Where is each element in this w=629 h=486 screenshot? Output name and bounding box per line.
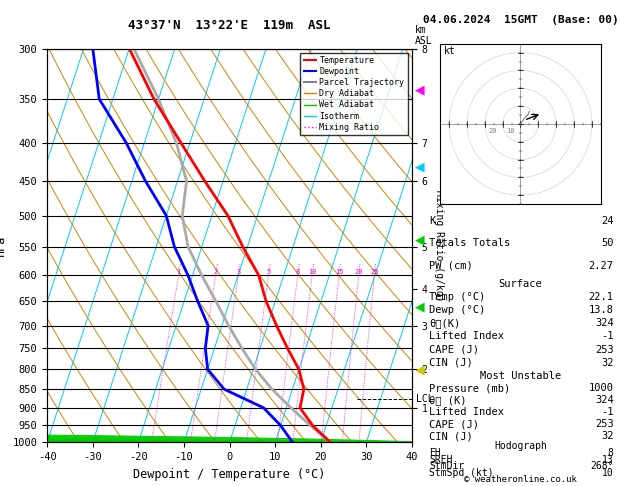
Text: K: K bbox=[430, 216, 436, 226]
Text: CAPE (J): CAPE (J) bbox=[430, 419, 479, 429]
Text: 50: 50 bbox=[601, 239, 614, 248]
Text: 43°37'N  13°22'E  119m  ASL: 43°37'N 13°22'E 119m ASL bbox=[128, 19, 331, 33]
Text: -1: -1 bbox=[601, 331, 614, 341]
Text: Temp (°C): Temp (°C) bbox=[430, 292, 486, 302]
Text: θᴇ(K): θᴇ(K) bbox=[430, 318, 460, 328]
Text: 15: 15 bbox=[335, 269, 343, 275]
Text: CIN (J): CIN (J) bbox=[430, 358, 473, 368]
Text: LCL: LCL bbox=[416, 394, 433, 403]
Text: © weatheronline.co.uk: © weatheronline.co.uk bbox=[464, 474, 577, 484]
Text: 268°: 268° bbox=[590, 461, 614, 471]
Text: StmDir: StmDir bbox=[430, 461, 465, 471]
Text: 2: 2 bbox=[213, 269, 218, 275]
Text: 22.1: 22.1 bbox=[589, 292, 614, 302]
Text: 24: 24 bbox=[601, 216, 614, 226]
Text: ◀: ◀ bbox=[415, 233, 425, 246]
Text: ◀: ◀ bbox=[415, 363, 425, 376]
Text: Lifted Index: Lifted Index bbox=[430, 331, 504, 341]
Text: -1: -1 bbox=[601, 407, 614, 417]
Text: 32: 32 bbox=[601, 431, 614, 441]
Text: Lifted Index: Lifted Index bbox=[430, 407, 504, 417]
Y-axis label: hPa: hPa bbox=[0, 235, 7, 256]
Text: 10: 10 bbox=[602, 468, 614, 478]
Text: Pressure (mb): Pressure (mb) bbox=[430, 383, 511, 393]
Text: CIN (J): CIN (J) bbox=[430, 431, 473, 441]
Text: 13.8: 13.8 bbox=[589, 305, 614, 315]
Text: 1: 1 bbox=[177, 269, 181, 275]
Text: Surface: Surface bbox=[499, 278, 542, 289]
Text: 20: 20 bbox=[355, 269, 363, 275]
Text: kt: kt bbox=[444, 47, 455, 56]
Text: ◀: ◀ bbox=[415, 160, 425, 173]
Text: ◀: ◀ bbox=[415, 300, 425, 313]
Text: Most Unstable: Most Unstable bbox=[480, 371, 561, 382]
Text: 2.27: 2.27 bbox=[589, 261, 614, 271]
Text: EH: EH bbox=[430, 448, 441, 458]
Legend: Temperature, Dewpoint, Parcel Trajectory, Dry Adiabat, Wet Adiabat, Isotherm, Mi: Temperature, Dewpoint, Parcel Trajectory… bbox=[300, 53, 408, 135]
Text: StmSpd (kt): StmSpd (kt) bbox=[430, 468, 494, 478]
Text: 10: 10 bbox=[308, 269, 316, 275]
Text: SREH: SREH bbox=[430, 454, 453, 465]
Text: θᴇ (K): θᴇ (K) bbox=[430, 395, 467, 405]
Text: Dewp (°C): Dewp (°C) bbox=[430, 305, 486, 315]
Text: 32: 32 bbox=[601, 358, 614, 368]
Text: 8: 8 bbox=[296, 269, 300, 275]
Text: 13: 13 bbox=[602, 454, 614, 465]
Text: ◀: ◀ bbox=[415, 84, 425, 96]
Text: 324: 324 bbox=[595, 318, 614, 328]
Text: 20: 20 bbox=[489, 128, 497, 134]
X-axis label: Dewpoint / Temperature (°C): Dewpoint / Temperature (°C) bbox=[133, 468, 326, 481]
Text: Totals Totals: Totals Totals bbox=[430, 239, 511, 248]
Text: Hodograph: Hodograph bbox=[494, 441, 547, 451]
Text: 8: 8 bbox=[608, 448, 614, 458]
Y-axis label: Mixing Ratio (g/kg): Mixing Ratio (g/kg) bbox=[434, 190, 444, 301]
Text: 253: 253 bbox=[595, 345, 614, 355]
Text: 324: 324 bbox=[595, 395, 614, 405]
Text: CAPE (J): CAPE (J) bbox=[430, 345, 479, 355]
Text: 5: 5 bbox=[267, 269, 270, 275]
Text: 25: 25 bbox=[370, 269, 379, 275]
Text: PW (cm): PW (cm) bbox=[430, 261, 473, 271]
Text: km
ASL: km ASL bbox=[415, 25, 433, 46]
Text: 1000: 1000 bbox=[589, 383, 614, 393]
Text: 04.06.2024  15GMT  (Base: 00): 04.06.2024 15GMT (Base: 00) bbox=[423, 15, 618, 25]
Text: 10: 10 bbox=[506, 128, 515, 134]
Text: 3: 3 bbox=[237, 269, 240, 275]
Text: 253: 253 bbox=[595, 419, 614, 429]
